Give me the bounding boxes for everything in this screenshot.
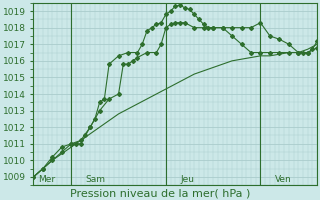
Text: Ven: Ven <box>275 175 292 184</box>
X-axis label: Pression niveau de la mer( hPa ): Pression niveau de la mer( hPa ) <box>0 199 1 200</box>
Text: Pression niveau de la mer( hPa ): Pression niveau de la mer( hPa ) <box>70 188 250 198</box>
Text: Mer: Mer <box>38 175 55 184</box>
Text: Sam: Sam <box>85 175 106 184</box>
Text: Jeu: Jeu <box>180 175 194 184</box>
